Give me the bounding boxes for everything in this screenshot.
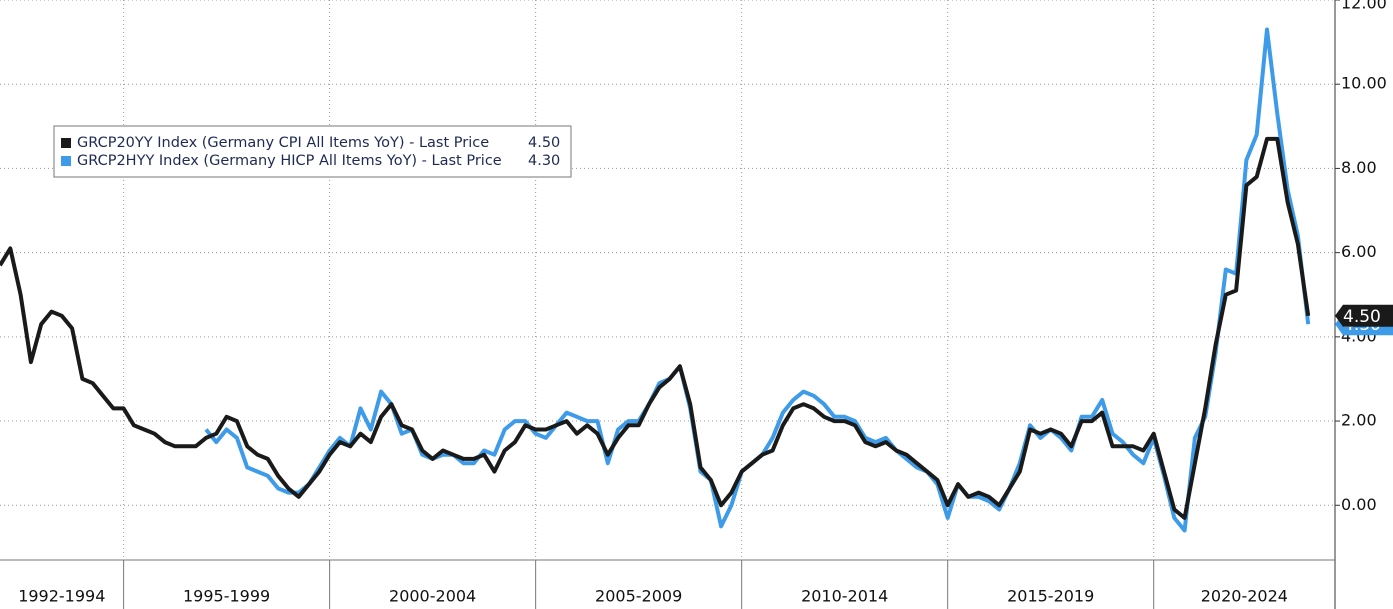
last-value-badge: 4.50 (1335, 304, 1393, 327)
legend-value: 4.30 (528, 153, 560, 169)
legend-label: GRCP2HYY Index (Germany HICP All Items Y… (77, 153, 502, 169)
series-line (204, 27, 1311, 533)
y-tick-label: 0.00 (1341, 495, 1377, 514)
y-tick-label: 12.00 (1341, 0, 1387, 13)
y-tick-label: 6.00 (1341, 242, 1377, 261)
legend-value: 4.50 (528, 135, 560, 151)
legend-label: GRCP20YY Index (Germany CPI All Items Yo… (77, 135, 489, 151)
legend: GRCP20YY Index (Germany CPI All Items Yo… (53, 125, 572, 178)
badge-box (1335, 304, 1393, 327)
series-line (0, 136, 1311, 520)
x-period-label: 2005-2009 (595, 587, 682, 606)
legend-box (53, 125, 572, 178)
y-tick-label: 8.00 (1341, 158, 1377, 177)
y-tick-label: 10.00 (1341, 74, 1387, 93)
x-period-label: 2015-2019 (1007, 587, 1094, 606)
x-period-label: 1995-1999 (183, 587, 270, 606)
x-period-label: 2010-2014 (801, 587, 888, 606)
legend-swatch (61, 138, 71, 148)
x-period-label: 2000-2004 (389, 587, 476, 606)
badge-label: 4.50 (1343, 307, 1381, 327)
x-period-label: 2020-2024 (1201, 587, 1288, 606)
legend-swatch (61, 156, 71, 166)
y-tick-label: 2.00 (1341, 411, 1377, 430)
x-period-label: 1992-1994 (18, 587, 105, 606)
